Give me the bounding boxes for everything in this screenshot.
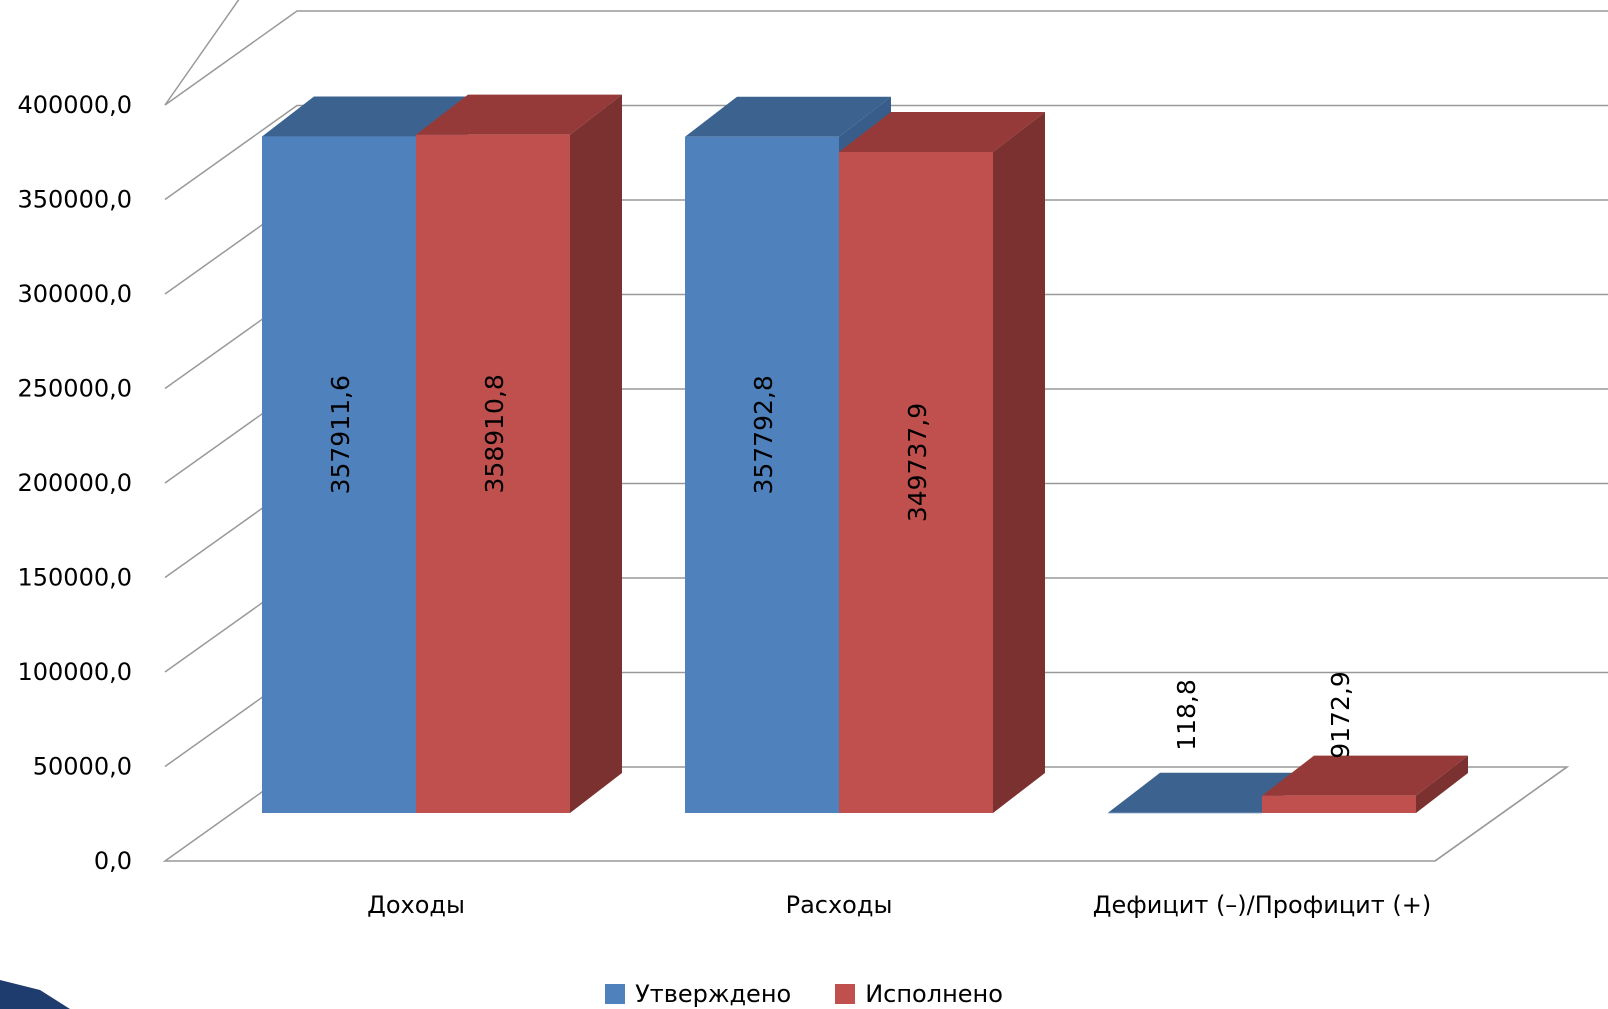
data-label: 358910,8 <box>480 374 509 493</box>
data-labels: 357911,6 358910,8 357792,8 349737,9 118,8 917… <box>326 374 1355 759</box>
y-tick-label: 0,0 <box>94 847 132 875</box>
bar <box>839 151 993 813</box>
gridline <box>164 0 240 106</box>
bar-side <box>993 111 1045 814</box>
x-tick-labels: Доходы Расходы Дефицит (–)/Профицит (+) <box>367 891 1431 919</box>
floor-edge <box>1434 766 1568 862</box>
bar-top <box>1262 755 1468 796</box>
legend: Утверждено Исполнено <box>0 980 1608 1008</box>
bar-top <box>685 96 891 137</box>
data-label: 9172,9 <box>1326 671 1355 758</box>
gridline <box>164 104 1608 201</box>
bar-top <box>262 96 468 137</box>
bar <box>685 136 839 813</box>
legend-item-approved: Утверждено <box>605 980 791 1008</box>
legend-label-approved: Утверждено <box>635 980 792 1008</box>
bar-top <box>839 111 1045 152</box>
bar-top <box>416 94 622 135</box>
gridline <box>164 10 1608 106</box>
legend-swatch-approved <box>605 984 626 1004</box>
data-label: 349737,9 <box>903 403 932 522</box>
x-tick-label: Расходы <box>786 891 893 919</box>
legend-item-executed: Исполнено <box>835 980 1003 1008</box>
y-tick-label: 100000,0 <box>17 658 132 686</box>
y-tick-label: 50000,0 <box>33 753 132 781</box>
bar <box>1108 812 1262 814</box>
y-tick-label: 300000,0 <box>17 280 132 308</box>
bar <box>1262 795 1416 813</box>
x-tick-label: Дефицит (–)/Профицит (+) <box>1093 891 1431 919</box>
bar-side <box>1416 755 1468 813</box>
data-label: 357911,6 <box>326 375 355 494</box>
y-tick-labels: 0,0 50000,0 100000,0 150000,0 200000,0 250000… <box>17 91 132 875</box>
legend-label-executed: Исполнено <box>865 980 1003 1008</box>
y-tick-label: 150000,0 <box>17 564 132 592</box>
bars-layer <box>0 94 1468 1009</box>
bar <box>416 134 570 814</box>
y-tick-label: 400000,0 <box>17 91 132 119</box>
data-label: 118,8 <box>1172 679 1201 751</box>
x-tick-label: Доходы <box>367 891 465 919</box>
bar <box>262 136 416 814</box>
legend-swatch-executed <box>835 984 856 1004</box>
bar-side <box>570 94 622 814</box>
y-tick-label: 350000,0 <box>17 186 132 214</box>
corner-decoration <box>0 980 70 1009</box>
data-label: 357792,8 <box>749 375 778 494</box>
y-tick-label: 200000,0 <box>17 469 132 497</box>
y-tick-label: 250000,0 <box>17 375 132 403</box>
